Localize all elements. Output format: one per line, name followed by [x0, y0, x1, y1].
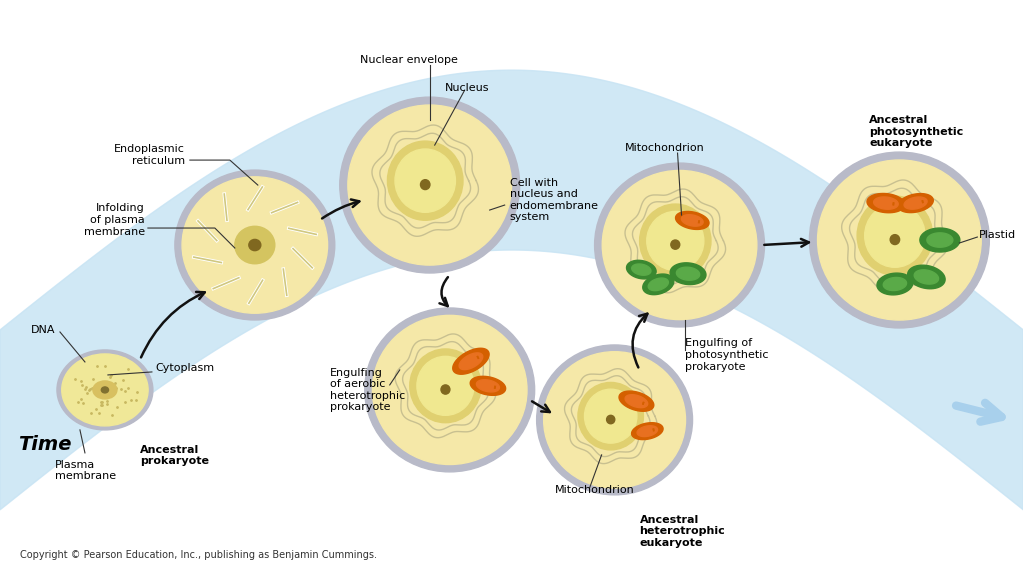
Ellipse shape [93, 381, 117, 399]
Ellipse shape [249, 239, 261, 250]
Ellipse shape [365, 308, 535, 472]
Polygon shape [873, 197, 898, 209]
Polygon shape [637, 426, 657, 437]
Polygon shape [632, 423, 664, 440]
Text: Time: Time [18, 436, 72, 454]
Polygon shape [904, 197, 927, 209]
Ellipse shape [175, 170, 335, 320]
Polygon shape [920, 228, 959, 252]
Polygon shape [643, 274, 674, 295]
Text: Mitochondrion: Mitochondrion [625, 143, 705, 153]
Polygon shape [884, 277, 906, 291]
Ellipse shape [387, 141, 463, 220]
Polygon shape [459, 353, 482, 370]
Ellipse shape [890, 235, 900, 245]
Ellipse shape [373, 315, 527, 465]
Text: Endoplasmic
reticulum: Endoplasmic reticulum [114, 144, 185, 166]
Ellipse shape [647, 211, 703, 270]
Polygon shape [632, 264, 651, 275]
Text: Engulfing of
photosynthetic
prokaryote: Engulfing of photosynthetic prokaryote [684, 339, 768, 371]
Ellipse shape [817, 160, 981, 320]
Ellipse shape [234, 226, 274, 264]
Text: Cell with
nucleus and
endomembrane
system: Cell with nucleus and endomembrane syste… [510, 178, 599, 223]
Text: Ancestral
photosynthetic
eukaryote: Ancestral photosynthetic eukaryote [869, 115, 964, 148]
Text: Engulfing
of aerobic
heterotrophic
prokaryote: Engulfing of aerobic heterotrophic proka… [330, 367, 406, 412]
Ellipse shape [101, 387, 109, 393]
Ellipse shape [602, 170, 757, 320]
Polygon shape [681, 215, 703, 226]
Polygon shape [648, 278, 669, 291]
Text: Infolding
of plasma
membrane: Infolding of plasma membrane [84, 203, 145, 237]
Ellipse shape [61, 354, 148, 426]
Polygon shape [470, 377, 506, 395]
Polygon shape [867, 194, 905, 213]
Polygon shape [476, 380, 500, 392]
Text: Cytoplasm: Cytoplasm [155, 363, 214, 373]
Ellipse shape [441, 385, 450, 394]
Polygon shape [453, 348, 489, 374]
Ellipse shape [585, 389, 637, 443]
Polygon shape [914, 270, 939, 284]
Text: DNA: DNA [31, 325, 55, 335]
Ellipse shape [544, 352, 685, 488]
Text: Ancestral
heterotrophic
eukaryote: Ancestral heterotrophic eukaryote [640, 515, 725, 548]
Ellipse shape [421, 179, 430, 190]
Polygon shape [670, 263, 706, 285]
Polygon shape [625, 395, 648, 408]
Ellipse shape [595, 163, 765, 327]
Polygon shape [677, 267, 699, 280]
Ellipse shape [410, 349, 481, 423]
Polygon shape [620, 391, 653, 411]
Ellipse shape [671, 240, 680, 249]
Text: Nuclear envelope: Nuclear envelope [359, 55, 458, 65]
Ellipse shape [864, 204, 925, 268]
Ellipse shape [857, 196, 933, 275]
Ellipse shape [57, 350, 153, 430]
Ellipse shape [640, 204, 711, 278]
Polygon shape [898, 194, 933, 212]
Text: Plastid: Plastid [979, 230, 1017, 240]
Text: Nucleus: Nucleus [444, 83, 489, 93]
Ellipse shape [537, 345, 692, 495]
Ellipse shape [809, 152, 989, 328]
Text: Ancestral
prokaryote: Ancestral prokaryote [140, 445, 209, 466]
Ellipse shape [417, 356, 474, 415]
Polygon shape [676, 211, 709, 229]
Ellipse shape [182, 177, 328, 313]
Ellipse shape [395, 149, 456, 212]
Text: Copyright © Pearson Education, Inc., publishing as Benjamin Cummings.: Copyright © Pearson Education, Inc., pub… [20, 550, 377, 560]
Polygon shape [0, 70, 1023, 510]
Ellipse shape [578, 382, 643, 450]
Polygon shape [627, 260, 656, 279]
Ellipse shape [340, 97, 519, 273]
Polygon shape [907, 265, 945, 289]
Polygon shape [877, 273, 912, 295]
Text: Plasma
membrane: Plasma membrane [55, 460, 116, 482]
Polygon shape [927, 233, 953, 247]
Text: Mitochondrion: Mitochondrion [555, 485, 635, 495]
Ellipse shape [348, 105, 512, 265]
Ellipse shape [606, 415, 614, 424]
